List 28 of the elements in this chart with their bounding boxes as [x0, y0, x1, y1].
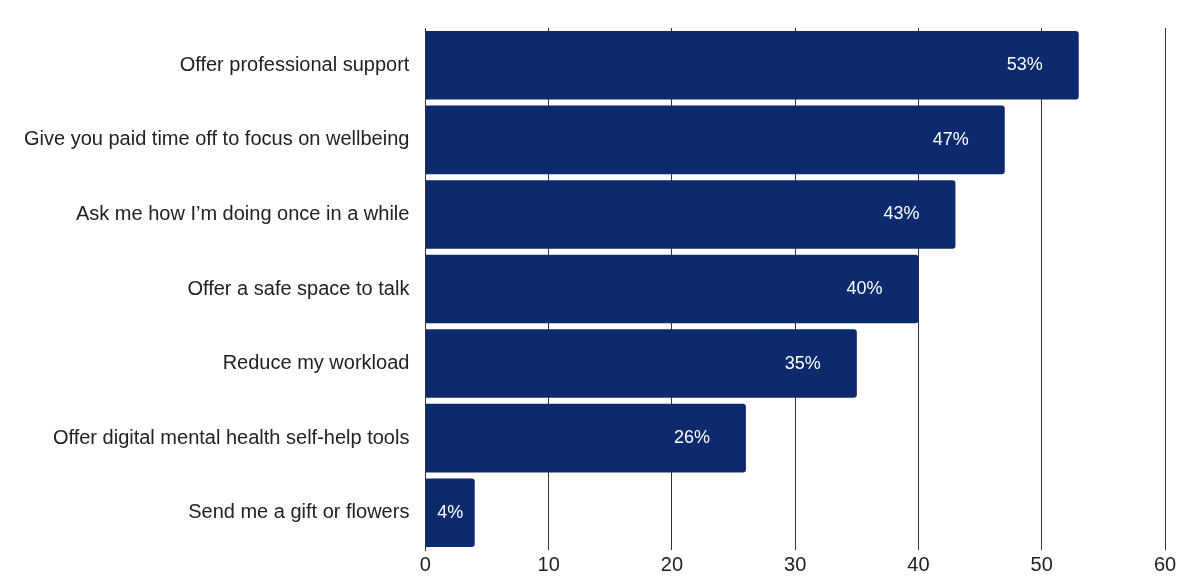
y-tick-label: Offer professional support	[179, 52, 410, 75]
bar	[425, 254, 919, 324]
y-tick-label: Give you paid time off to focus on wellbeing	[23, 127, 410, 150]
y-tick-label: Offer digital mental health self-help tools	[52, 425, 410, 448]
bar	[425, 403, 746, 473]
x-tick-label: 30	[784, 552, 807, 575]
x-tick-label: 20	[660, 552, 684, 575]
data-label: 26%	[673, 427, 710, 448]
bar	[425, 30, 1079, 100]
x-tick-label: 0	[419, 552, 431, 575]
y-tick-label: Reduce my workload	[222, 351, 410, 374]
bar	[425, 329, 857, 398]
data-label: 4%	[437, 501, 464, 522]
y-tick-label: Offer a safe space to talk	[187, 276, 411, 299]
data-label: 40%	[846, 277, 883, 298]
data-label: 53%	[1006, 54, 1043, 75]
x-tick-label: 10	[537, 552, 560, 575]
y-tick-label: Ask me how I’m doing once in a while	[75, 201, 410, 224]
x-tick-label: 40	[907, 552, 930, 575]
data-label: 43%	[883, 203, 920, 224]
data-label: 35%	[784, 352, 821, 373]
data-label: 47%	[932, 128, 969, 149]
bar	[425, 105, 1005, 175]
bar	[425, 478, 475, 548]
x-tick-label: 60	[1153, 552, 1177, 575]
y-tick-label: Send me a gift or flowers	[188, 500, 410, 523]
x-tick-label: 50	[1030, 552, 1053, 575]
bar	[425, 180, 956, 249]
